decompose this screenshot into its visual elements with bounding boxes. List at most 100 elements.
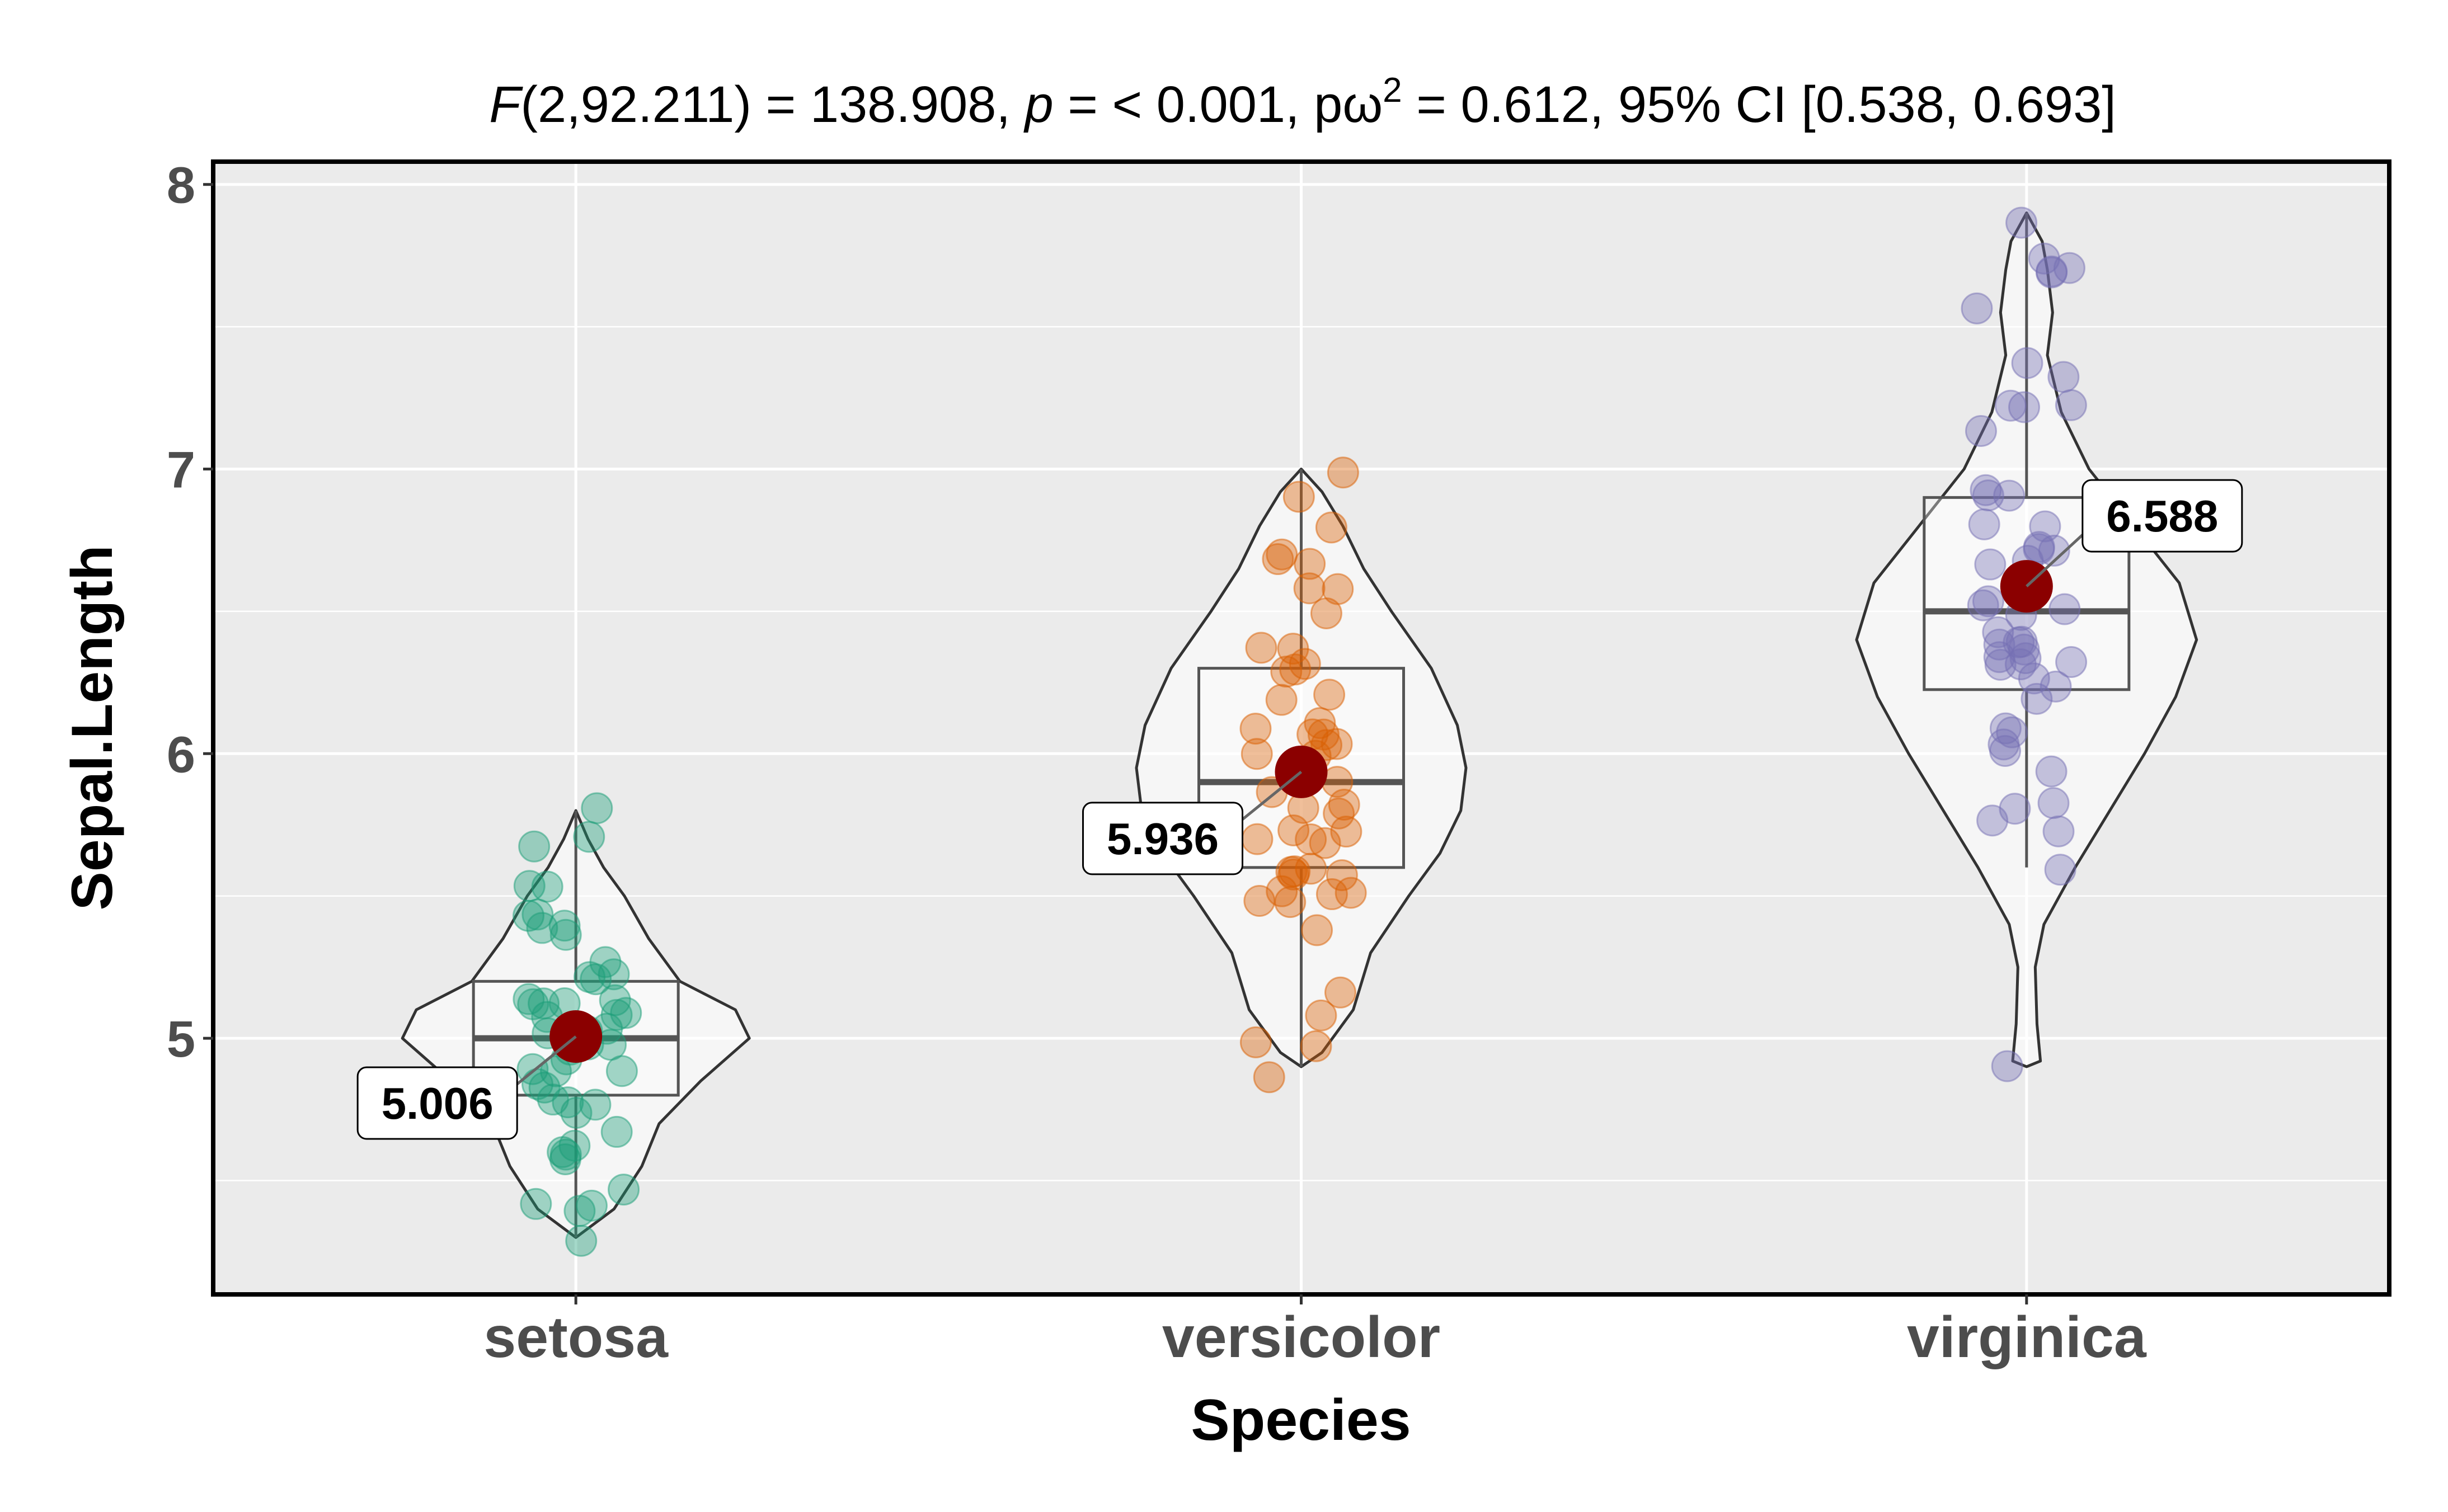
title-part-df: (2,92.211) = 138.908,: [520, 76, 1025, 133]
point-versicolor: [1265, 684, 1298, 716]
point-setosa: [549, 1138, 582, 1171]
point-virginica: [2037, 787, 2070, 819]
point-virginica: [2004, 648, 2037, 681]
point-setosa: [513, 983, 545, 1015]
point-setosa: [520, 1188, 552, 1220]
point-versicolor: [1315, 511, 1347, 544]
point-setosa: [549, 918, 582, 951]
point-virginica: [2048, 593, 2081, 625]
point-versicolor: [1262, 543, 1294, 576]
point-virginica: [2038, 534, 2070, 567]
point-versicolor: [1239, 713, 1272, 745]
title-part-pvalue: = < 0.001, p: [1054, 76, 1343, 133]
point-versicolor: [1266, 538, 1298, 571]
point-setosa: [558, 1129, 591, 1162]
point-versicolor: [1326, 859, 1358, 892]
point-versicolor: [1330, 816, 1362, 848]
point-versicolor: [1243, 885, 1276, 917]
point-virginica: [2044, 854, 2076, 886]
point-virginica: [2055, 646, 2088, 679]
point-virginica: [1994, 389, 2027, 422]
point-versicolor: [1239, 1026, 1272, 1058]
point-virginica: [1968, 508, 2000, 540]
title-part-omega: ω: [1342, 76, 1383, 133]
title-part-p: p: [1023, 76, 1054, 133]
point-setosa: [517, 988, 549, 1020]
mean-label-setosa: 5.006: [382, 1078, 494, 1128]
point-setosa: [531, 870, 563, 903]
point-setosa: [573, 821, 605, 853]
y-axis-title: Sepal.Length: [60, 545, 125, 911]
y-tick-label-6: 6: [167, 726, 195, 783]
y-axis-ticks: 5 6 7 8: [167, 157, 213, 1068]
point-virginica: [2029, 510, 2061, 543]
point-virginica: [2055, 389, 2087, 421]
mean-label-box-virginica: [2081, 479, 2243, 553]
point-virginica: [2009, 642, 2042, 675]
point-versicolor: [1327, 456, 1359, 489]
point-virginica: [1972, 585, 2004, 618]
point-virginica: [2008, 391, 2040, 423]
point-versicolor: [1295, 823, 1327, 856]
point-virginica: [1987, 728, 2020, 761]
point-setosa: [610, 997, 642, 1029]
x-tick-label-virginica: virginica: [1907, 1305, 2147, 1370]
point-versicolor: [1301, 914, 1333, 946]
y-tick-label-5: 5: [167, 1011, 195, 1068]
point-setosa: [565, 1224, 598, 1257]
point-virginica: [2018, 662, 2050, 695]
point-versicolor: [1328, 788, 1360, 821]
point-setosa: [600, 1115, 633, 1148]
point-versicolor: [1245, 632, 1277, 664]
point-versicolor: [1289, 648, 1321, 680]
point-versicolor: [1305, 999, 1337, 1031]
point-versicolor: [1253, 1061, 1285, 1094]
x-tick-label-setosa: setosa: [483, 1305, 669, 1370]
point-versicolor: [1275, 856, 1308, 888]
point-setosa: [581, 792, 613, 825]
point-setosa: [518, 830, 551, 863]
point-versicolor: [1313, 679, 1346, 711]
point-virginica: [1991, 1050, 2023, 1082]
point-virginica: [2047, 361, 2080, 393]
title-part-superscript: 2: [1383, 71, 1402, 110]
point-versicolor: [1321, 728, 1353, 760]
point-setosa: [579, 1089, 612, 1121]
y-tick-label-7: 7: [167, 441, 195, 498]
point-virginica: [2011, 347, 2043, 379]
point-setosa: [608, 1174, 640, 1206]
chart-title: F(2,92.211) = 138.908, p = < 0.001, pω2 …: [489, 71, 2116, 133]
point-virginica: [1972, 479, 2004, 512]
mean-label-connector-setosa: [516, 1035, 577, 1085]
point-virginica: [1999, 793, 2031, 825]
mean-label-connector-virginica: [2026, 534, 2084, 587]
point-virginica: [1970, 474, 2002, 506]
title-part-f: F: [489, 76, 523, 133]
title-part-effect: = 0.612, 95% CI [0.538, 0.693]: [1402, 76, 2116, 133]
point-virginica: [1965, 414, 1997, 447]
y-tick-label-8: 8: [167, 157, 195, 214]
point-setosa: [513, 870, 546, 902]
x-axis-title: Species: [1191, 1388, 1411, 1453]
mean-label-connector-versicolor: [1241, 770, 1303, 821]
point-setosa: [575, 1189, 608, 1222]
point-virginica: [1974, 548, 2007, 581]
mean-label-box-versicolor: [1082, 802, 1243, 875]
point-setosa: [589, 946, 622, 978]
point-virginica: [2040, 670, 2072, 703]
point-versicolor: [1295, 852, 1327, 885]
point-versicolor: [1277, 858, 1310, 891]
point-virginica: [2036, 255, 2068, 288]
mean-label-virginica: 6.588: [2106, 491, 2218, 541]
point-versicolor: [1293, 572, 1326, 605]
point-versicolor: [1323, 797, 1355, 830]
point-virginica: [2042, 815, 2075, 847]
point-setosa: [526, 912, 558, 944]
point-versicolor: [1335, 877, 1367, 909]
point-virginica: [2035, 755, 2068, 788]
point-setosa: [521, 1068, 554, 1100]
point-virginica: [1961, 292, 1993, 324]
x-tick-label-versicolor: versicolor: [1162, 1305, 1440, 1370]
point-virginica: [1982, 616, 2014, 648]
